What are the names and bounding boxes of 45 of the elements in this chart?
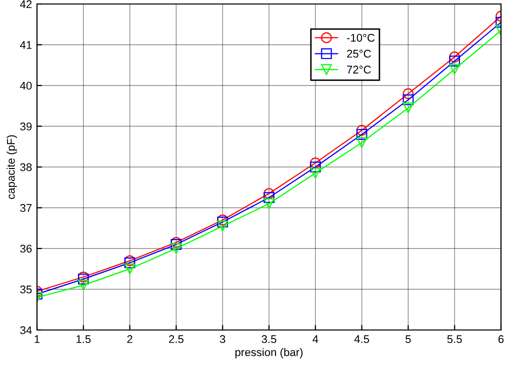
point xyxy=(402,102,414,114)
point xyxy=(402,88,414,100)
x-axis-title: pression (bar) xyxy=(235,348,303,358)
legend-label: -10°C xyxy=(346,34,375,42)
point xyxy=(217,220,228,232)
x-tick-label: 3.5 xyxy=(262,335,276,344)
point xyxy=(78,280,89,291)
point xyxy=(264,198,274,210)
point xyxy=(310,168,321,179)
y-tick-label: 40 xyxy=(20,82,32,90)
x-tick-label: 1 xyxy=(34,335,40,343)
point xyxy=(449,52,460,62)
legend-label: 25°C xyxy=(347,50,371,58)
point xyxy=(356,124,368,136)
point xyxy=(356,137,368,148)
x-tick-label: 5.5 xyxy=(447,335,462,344)
y-tick-label: 35 xyxy=(20,286,32,294)
x-tick-label: 4.5 xyxy=(354,335,370,344)
point xyxy=(124,263,136,274)
y-axis-title: capacite (pF) xyxy=(6,135,18,199)
x-tick-label: 2 xyxy=(127,335,132,343)
y-tick-label: 37 xyxy=(20,204,32,212)
x-tick-label: 2.5 xyxy=(169,335,184,344)
x-tick-label: 5 xyxy=(406,335,411,344)
point xyxy=(449,56,460,66)
legend-label: 72°C xyxy=(347,66,371,74)
point xyxy=(310,162,321,172)
point xyxy=(402,94,414,106)
point xyxy=(170,243,182,254)
point xyxy=(264,192,274,203)
point xyxy=(264,188,274,199)
x-tick-label: 6 xyxy=(498,335,504,344)
y-tick-label: 36 xyxy=(20,244,32,253)
point xyxy=(449,64,460,75)
y-tick-label: 34 xyxy=(20,326,32,334)
point xyxy=(310,158,321,168)
point xyxy=(356,128,368,140)
x-tick-label: 3 xyxy=(220,335,226,344)
x-tick-label: 4 xyxy=(312,335,318,343)
point xyxy=(170,239,182,250)
y-tick-label: 41 xyxy=(20,41,32,49)
y-tick-label: 38 xyxy=(20,163,32,172)
y-tick-label: 42 xyxy=(20,0,32,8)
x-tick-label: 1.5 xyxy=(76,335,91,344)
y-tick-label: 39 xyxy=(20,122,32,130)
